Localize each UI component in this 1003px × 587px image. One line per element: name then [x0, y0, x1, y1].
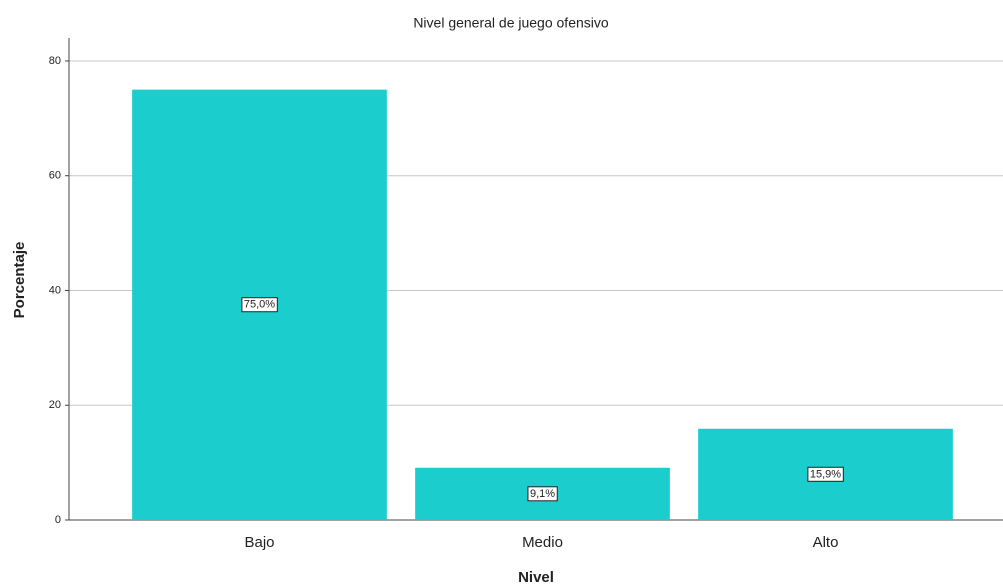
- y-tick-label: 60: [49, 170, 61, 182]
- y-tick-label: 20: [49, 399, 61, 411]
- y-tick-label: 0: [55, 514, 61, 526]
- value-label: 75,0%: [244, 299, 275, 311]
- x-tick-label: Alto: [813, 534, 839, 551]
- y-tick-label: 80: [49, 55, 61, 67]
- x-tick-label: Bajo: [244, 534, 274, 551]
- value-label-box: [807, 466, 844, 482]
- chart-title: Nivel general de juego ofensivo: [413, 15, 609, 31]
- value-label-box: [241, 297, 278, 313]
- value-label-box: [527, 486, 558, 502]
- x-tick-label: Medio: [522, 534, 563, 551]
- y-tick-label: 40: [49, 284, 61, 296]
- y-axis-label: Porcentaje: [11, 242, 28, 319]
- x-axis-label: Nivel: [518, 569, 554, 586]
- value-label: 9,1%: [530, 488, 555, 500]
- value-label: 15,9%: [810, 468, 841, 480]
